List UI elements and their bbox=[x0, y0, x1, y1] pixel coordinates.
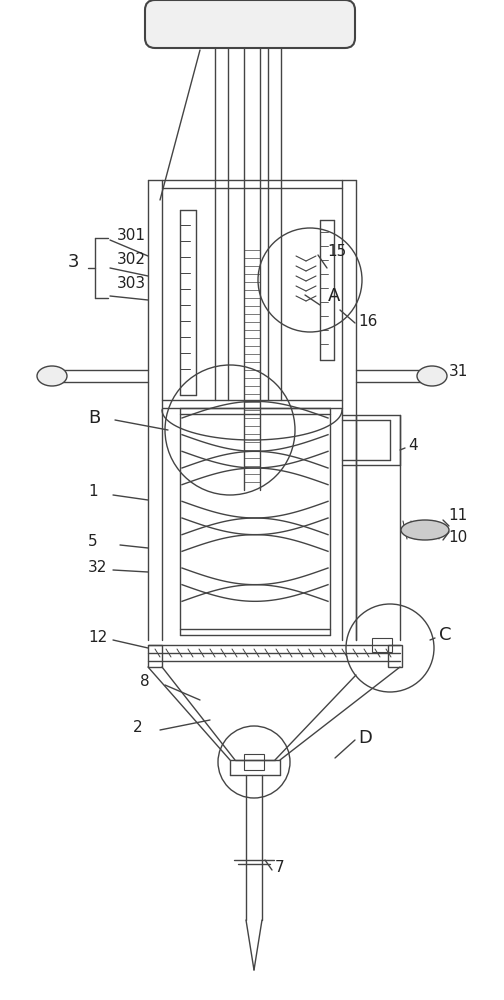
Text: A: A bbox=[328, 287, 340, 305]
Ellipse shape bbox=[37, 366, 67, 386]
Bar bbox=[372, 638, 392, 652]
Text: D: D bbox=[358, 729, 372, 747]
Text: 303: 303 bbox=[117, 276, 146, 292]
Text: 8: 8 bbox=[140, 674, 150, 690]
Bar bbox=[148, 645, 162, 667]
Text: 1: 1 bbox=[88, 485, 98, 499]
Text: 302: 302 bbox=[117, 252, 146, 267]
Text: 7: 7 bbox=[275, 860, 285, 876]
Text: 2: 2 bbox=[133, 720, 143, 736]
Text: 16: 16 bbox=[358, 314, 377, 330]
Text: 4: 4 bbox=[408, 438, 418, 454]
Text: 11: 11 bbox=[448, 508, 467, 524]
Text: C: C bbox=[439, 626, 452, 644]
Bar bbox=[388, 645, 402, 667]
Bar bbox=[244, 754, 264, 770]
Text: 10: 10 bbox=[448, 530, 467, 546]
Text: 15: 15 bbox=[327, 244, 346, 259]
Ellipse shape bbox=[417, 366, 447, 386]
Text: 301: 301 bbox=[117, 229, 146, 243]
Text: 32: 32 bbox=[88, 560, 107, 576]
Text: B: B bbox=[88, 409, 100, 427]
Text: 3: 3 bbox=[68, 253, 80, 271]
Text: 5: 5 bbox=[88, 534, 98, 550]
Text: 12: 12 bbox=[88, 630, 107, 645]
FancyBboxPatch shape bbox=[145, 0, 355, 48]
Ellipse shape bbox=[401, 520, 449, 540]
Text: 31: 31 bbox=[449, 363, 468, 378]
